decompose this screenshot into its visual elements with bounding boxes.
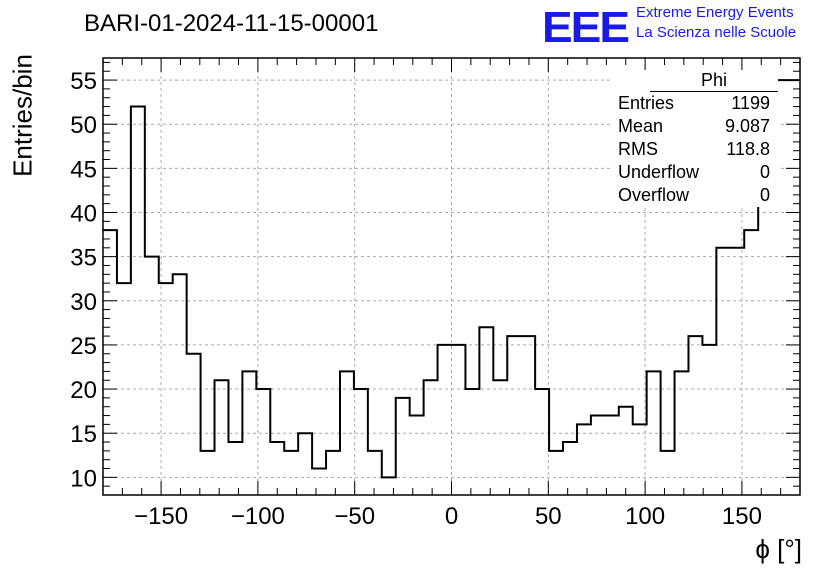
stat-label: Mean [618, 116, 664, 136]
stat-label: Overflow [618, 185, 690, 205]
chart-title: BARI-01-2024-11-15-00001 [84, 10, 379, 37]
logo-caption-line1: Extreme Energy Events [636, 4, 794, 21]
stat-label: Entries [618, 93, 675, 113]
y-tick-label: 30 [70, 289, 97, 316]
x-tick-label: 100 [625, 503, 665, 530]
y-axis-label: Entries/bin [7, 54, 38, 177]
stat-value: 1199 [731, 93, 770, 113]
y-tick-label: 35 [70, 245, 97, 272]
eee-logo: EEE [542, 2, 630, 52]
stat-row-overflow: Overflow 0 [610, 184, 778, 207]
stat-row-entries: Entries 1199 [610, 92, 778, 115]
y-tick-label: 15 [70, 421, 97, 448]
stat-value: 118.8 [726, 139, 770, 159]
y-tick-label: 20 [70, 377, 97, 404]
x-tick-label: 150 [722, 503, 762, 530]
y-tick-label: 25 [70, 333, 97, 360]
stat-value: 9.087 [724, 116, 770, 136]
y-tick-label: 10 [70, 465, 97, 492]
stats-box: Phi Entries 1199 Mean 9.087 RMS 118.8 Un… [610, 70, 778, 207]
logo-caption-line2: La Scienza nelle Scuole [636, 24, 797, 41]
x-axis-label: ϕ [°] [755, 534, 802, 564]
x-tick-label: −100 [231, 503, 285, 530]
stats-title: Phi [650, 70, 778, 92]
stat-label: Underflow [618, 162, 700, 182]
y-tick-label: 50 [70, 112, 97, 139]
stat-row-rms: RMS 118.8 [610, 138, 778, 161]
x-tick-label: −150 [134, 503, 188, 530]
stat-row-underflow: Underflow 0 [610, 161, 778, 184]
x-tick-label: 0 [445, 503, 458, 530]
stat-value: 0 [759, 162, 770, 182]
histogram-line [103, 79, 800, 479]
stat-value: 0 [759, 185, 770, 205]
y-tick-label: 40 [70, 200, 97, 227]
y-tick-label: 55 [70, 68, 97, 95]
stat-row-mean: Mean 9.087 [610, 115, 778, 138]
stat-label: RMS [618, 139, 658, 159]
x-tick-label: 50 [535, 503, 562, 530]
logo-caption: Extreme Energy Events La Scienza nelle S… [636, 3, 796, 43]
y-tick-label: 45 [70, 156, 97, 183]
x-tick-label: −50 [334, 503, 375, 530]
